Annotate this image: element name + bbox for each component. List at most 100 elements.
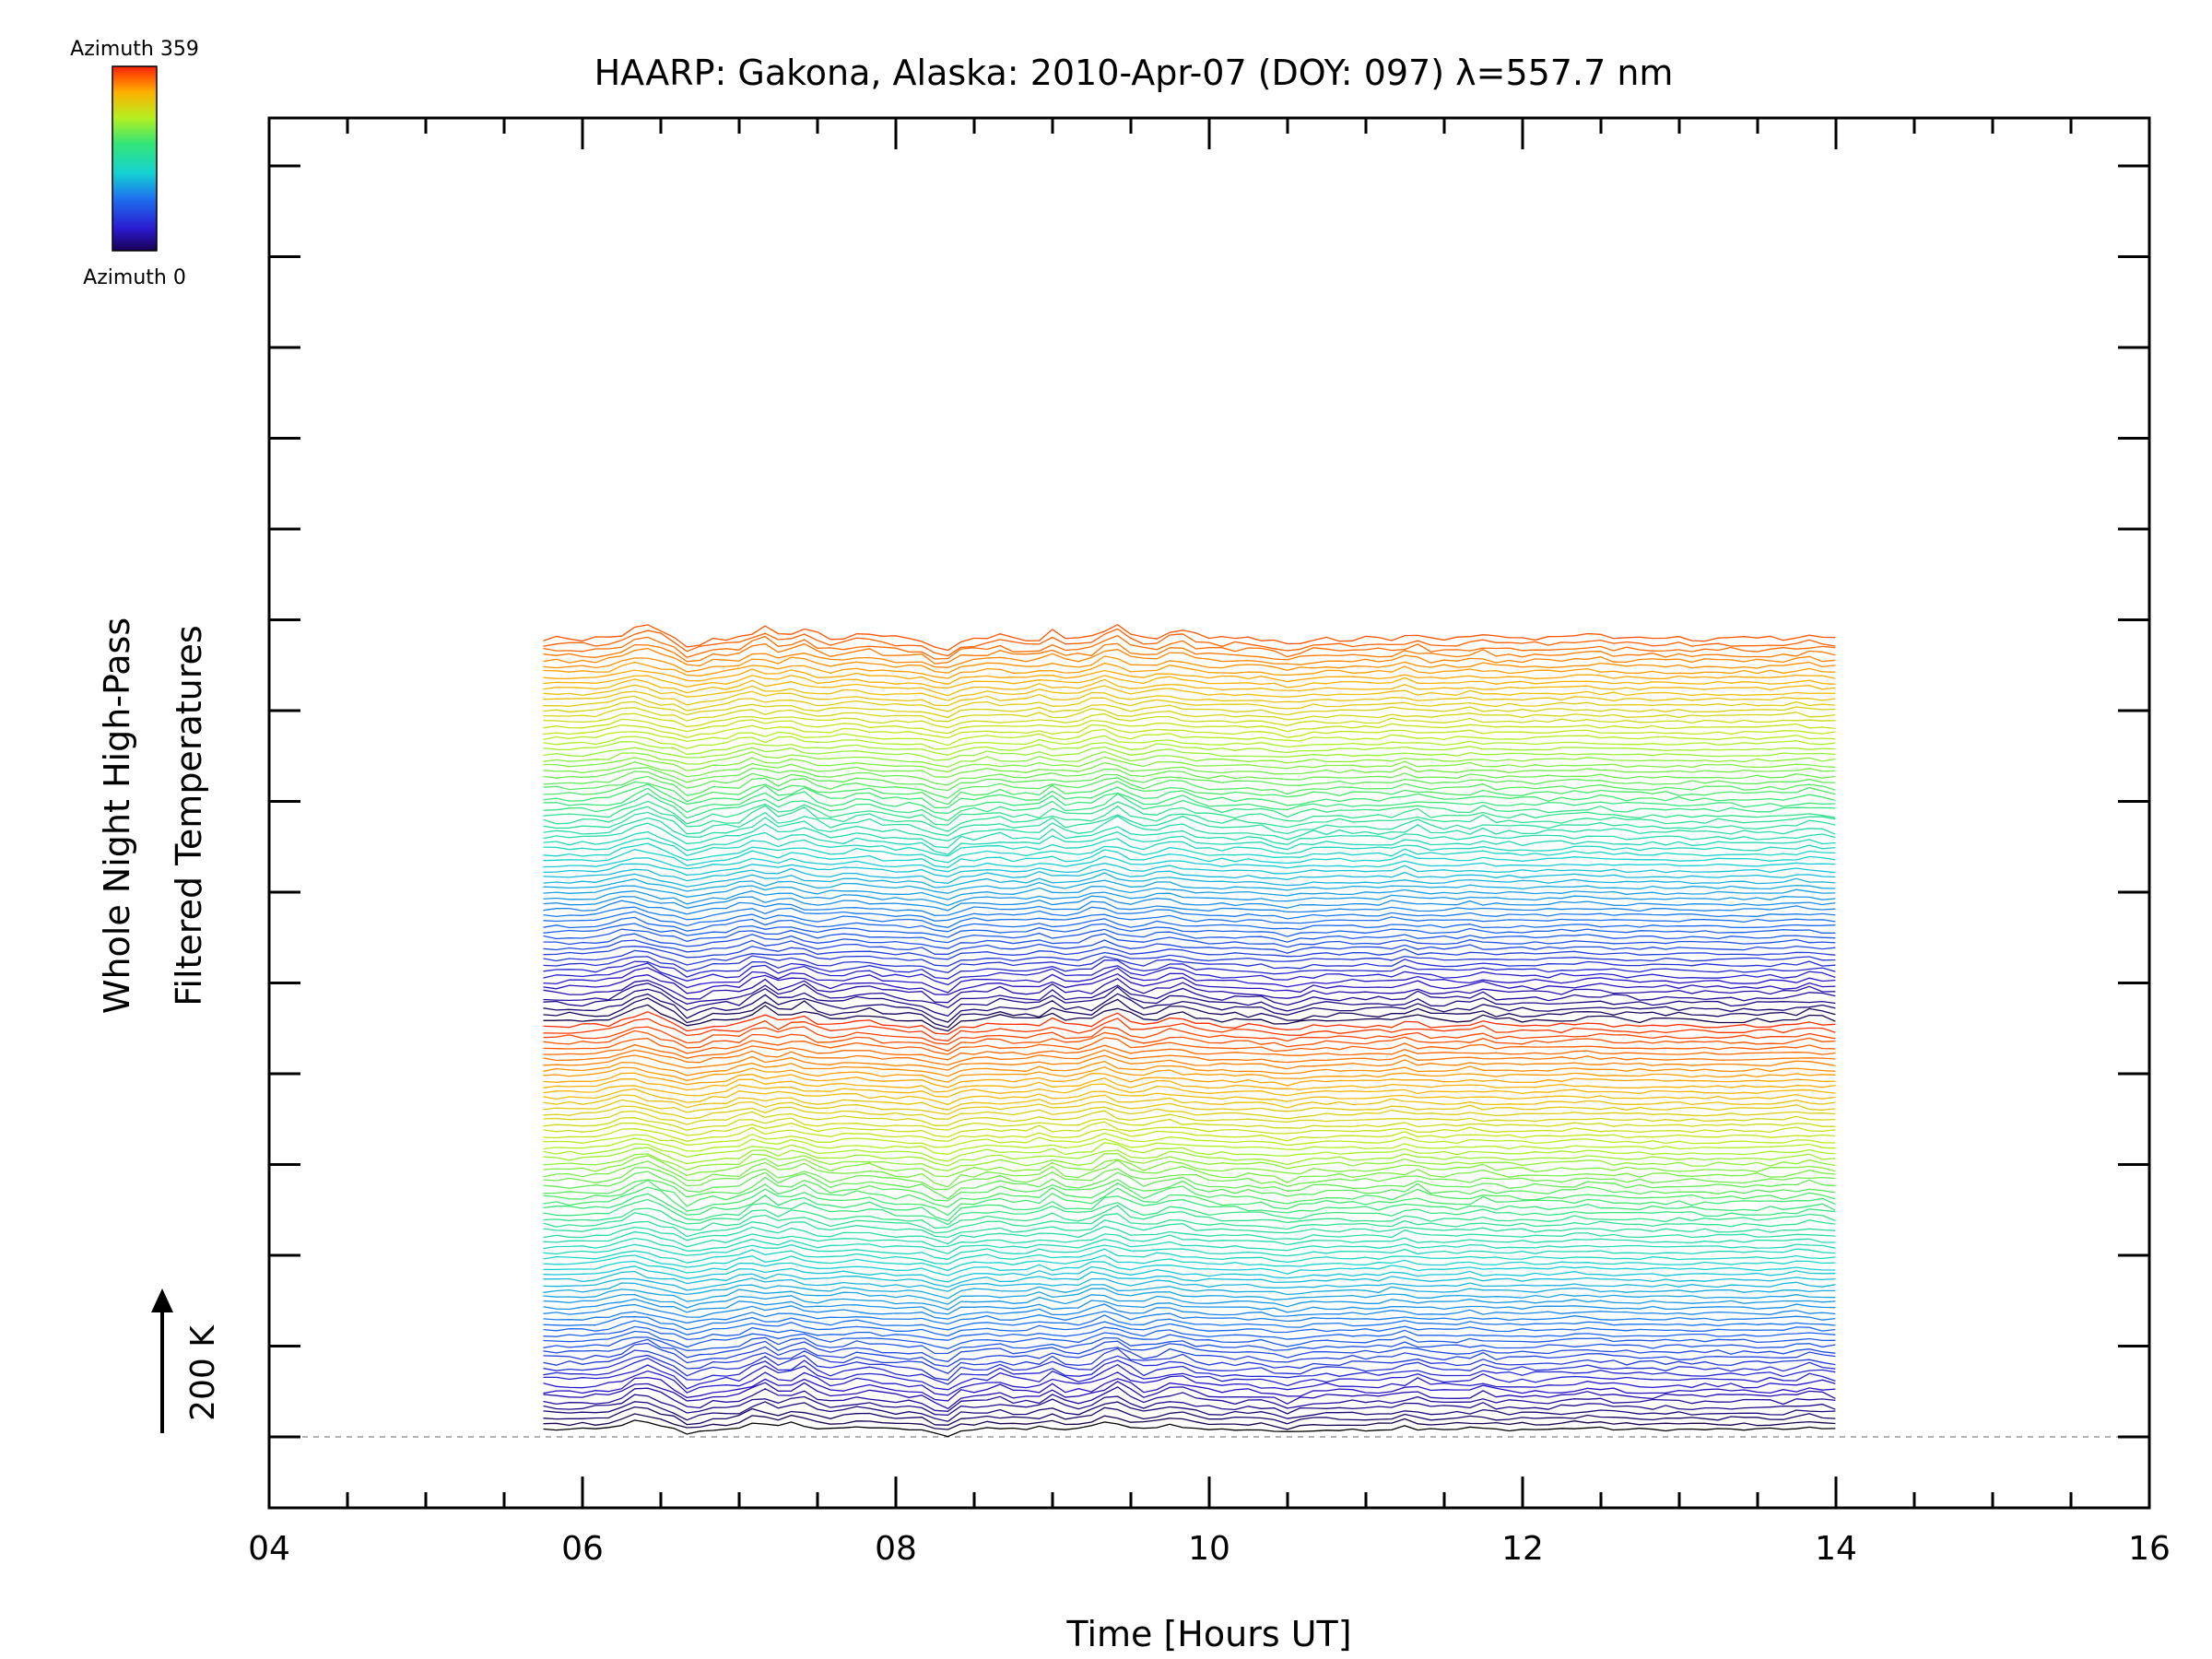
azimuth-trace-line xyxy=(543,1226,1836,1245)
azimuth-trace-line xyxy=(543,1270,1836,1288)
azimuth-trace-line xyxy=(543,822,1836,849)
azimuth-trace-line xyxy=(543,1347,1836,1374)
azimuth-trace-line xyxy=(543,741,1836,756)
azimuth-trace-line xyxy=(543,1370,1836,1396)
azimuth-trace-line xyxy=(543,815,1836,841)
x-axis-label: Time [Hours UT] xyxy=(1065,1614,1351,1654)
azimuth-trace-line xyxy=(543,1147,1836,1167)
azimuth-trace-line xyxy=(543,724,1836,739)
azimuth-trace-line xyxy=(543,1311,1836,1325)
azimuth-trace-line xyxy=(543,1018,1836,1041)
colorbar: Azimuth 359 Azimuth 0 xyxy=(70,38,199,289)
azimuth-trace-line xyxy=(543,1243,1836,1260)
azimuth-trace-line xyxy=(543,1094,1836,1111)
azimuth-trace-line xyxy=(543,1376,1836,1402)
azimuth-trace-line xyxy=(543,1394,1836,1417)
azimuth-trace-line xyxy=(543,1037,1836,1055)
azimuth-trace-line xyxy=(543,1099,1836,1115)
azimuth-trace-line xyxy=(543,933,1836,949)
azimuth-trace-line xyxy=(543,1212,1836,1234)
x-tick-label: 08 xyxy=(875,1530,917,1568)
azimuth-trace-line xyxy=(543,1132,1836,1148)
azimuth-trace-line xyxy=(543,1072,1836,1088)
azimuth-trace-line xyxy=(543,1142,1836,1162)
azimuth-trace-line xyxy=(543,756,1836,773)
azimuth-trace-line xyxy=(543,718,1836,735)
azimuth-trace-line xyxy=(543,916,1836,933)
x-tick-label: 04 xyxy=(248,1530,290,1568)
azimuth-trace-line xyxy=(543,878,1836,894)
azimuth-trace-line xyxy=(543,1049,1836,1066)
azimuth-trace-line xyxy=(543,1342,1836,1368)
colorbar-bottom-label: Azimuth 0 xyxy=(83,266,186,289)
azimuth-trace-line xyxy=(543,1254,1836,1272)
azimuth-trace-line xyxy=(543,771,1836,792)
azimuth-trace-line xyxy=(543,1314,1836,1331)
azimuth-trace-line xyxy=(543,750,1836,768)
azimuth-trace-line xyxy=(543,1171,1836,1200)
colorbar-top-label: Azimuth 359 xyxy=(70,38,199,61)
azimuth-trace-line xyxy=(543,1153,1836,1171)
azimuth-trace-line xyxy=(543,1237,1836,1254)
azimuth-trace-line xyxy=(543,1159,1836,1188)
azimuth-trace-line xyxy=(543,890,1836,907)
azimuth-trace-line xyxy=(543,1193,1836,1222)
azimuth-trace-line xyxy=(543,647,1836,668)
azimuth-trace-line xyxy=(543,1298,1836,1315)
azimuth-trace-line xyxy=(543,712,1836,729)
x-tick-label: 14 xyxy=(1815,1530,1857,1568)
x-tick-label: 16 xyxy=(2128,1530,2171,1568)
azimuth-trace-line xyxy=(543,775,1836,799)
azimuth-trace-line xyxy=(543,1354,1836,1381)
azimuth-trace-line xyxy=(543,655,1836,674)
azimuth-trace-line xyxy=(543,959,1836,980)
azimuth-trace-line xyxy=(543,1176,1836,1202)
azimuth-trace-line xyxy=(543,1293,1836,1311)
azimuth-trace-line xyxy=(543,800,1836,826)
azimuth-trace-line xyxy=(543,678,1836,697)
azimuth-trace-line xyxy=(543,955,1836,973)
azimuth-trace-line xyxy=(543,895,1836,912)
azimuth-trace-line xyxy=(543,787,1836,815)
azimuth-trace-line xyxy=(543,1303,1836,1320)
azimuth-trace-line xyxy=(543,1320,1836,1337)
azimuth-trace-line xyxy=(543,695,1836,712)
azimuth-trace-line xyxy=(543,761,1836,778)
azimuth-trace-line xyxy=(543,1060,1836,1077)
azimuth-trace-line xyxy=(543,1186,1836,1217)
azimuth-trace-line xyxy=(543,1011,1836,1035)
azimuth-trace-line xyxy=(543,949,1836,967)
azimuth-trace-line xyxy=(543,1219,1836,1239)
azimuth-trace-line xyxy=(543,837,1836,857)
azimuth-trace-line xyxy=(543,1155,1836,1178)
azimuth-trace-line xyxy=(543,1043,1836,1061)
azimuth-trace-line xyxy=(543,1088,1836,1106)
azimuth-trace-line xyxy=(543,811,1836,837)
azimuth-trace-line xyxy=(543,707,1836,723)
azimuth-trace-line xyxy=(543,746,1836,761)
x-tick-label: 12 xyxy=(1501,1530,1544,1568)
azimuth-trace-line xyxy=(543,1126,1836,1142)
azimuth-trace-line xyxy=(543,885,1836,900)
azimuth-trace-line xyxy=(543,1110,1836,1126)
azimuth-trace-line xyxy=(543,661,1836,679)
azimuth-trace-line xyxy=(543,1117,1836,1131)
scale-bar-label: 200 K xyxy=(184,1324,222,1421)
trace-lines xyxy=(543,623,1836,1438)
azimuth-trace-line xyxy=(543,675,1836,689)
azimuth-trace-line xyxy=(543,1277,1836,1292)
scale-bar-arrow-head xyxy=(151,1288,173,1312)
azimuth-trace-line xyxy=(543,628,1836,657)
azimuth-trace-line xyxy=(543,690,1836,707)
azimuth-trace-line xyxy=(543,1248,1836,1265)
azimuth-trace-line xyxy=(543,939,1836,955)
azimuth-trace-line xyxy=(543,1330,1836,1349)
azimuth-trace-line xyxy=(543,735,1836,750)
azimuth-trace-line xyxy=(543,911,1836,928)
scale-bar: 200 K xyxy=(151,1288,222,1433)
azimuth-trace-line xyxy=(543,767,1836,786)
azimuth-trace-line xyxy=(543,867,1836,884)
azimuth-trace-line xyxy=(543,1030,1836,1053)
azimuth-trace-line xyxy=(543,793,1836,822)
x-tick-label: 06 xyxy=(561,1530,604,1568)
